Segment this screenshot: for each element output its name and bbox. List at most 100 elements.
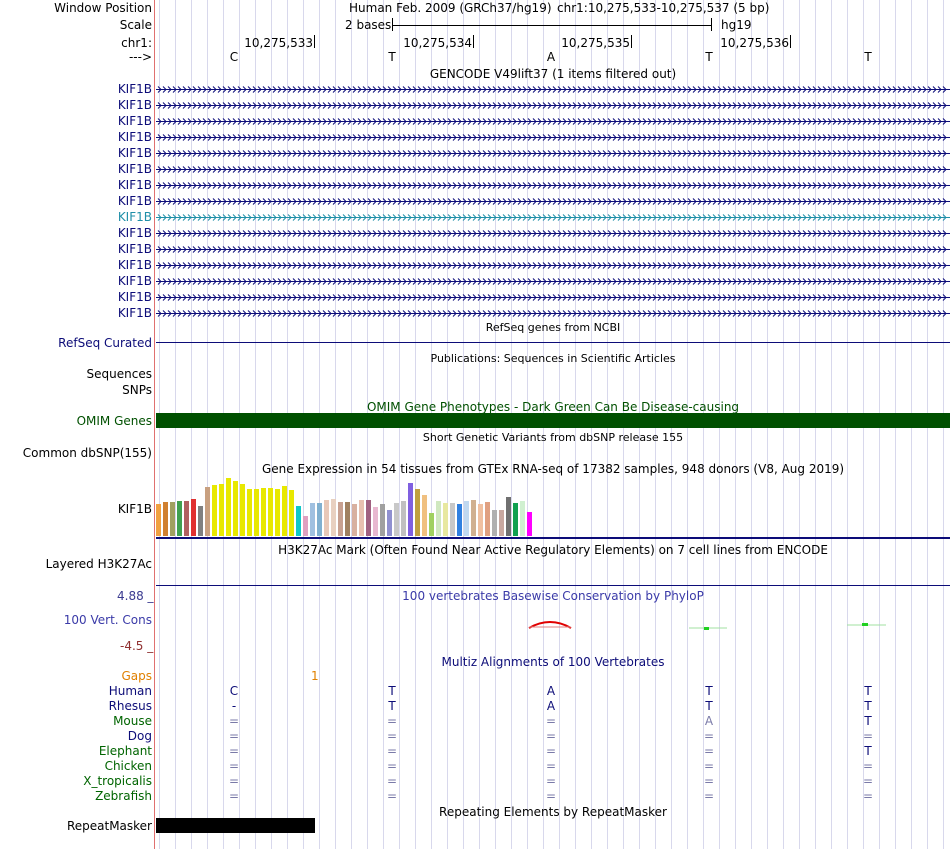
gtex-tissue-bar <box>303 516 308 536</box>
scale-db-label: hg19 <box>721 18 752 32</box>
refseq-track-title[interactable]: RefSeq genes from NCBI <box>485 321 621 334</box>
gencode-transcript-intron[interactable] <box>156 84 950 94</box>
gtex-tissue-bar <box>450 503 455 536</box>
gencode-transcript-label[interactable]: KIF1B <box>117 130 152 144</box>
gencode-transcript-label[interactable]: KIF1B <box>117 258 152 272</box>
gencode-transcript-label[interactable]: KIF1B <box>117 114 152 128</box>
multiz-species-label[interactable]: Dog <box>127 729 152 743</box>
multiz-species-label[interactable]: Elephant <box>98 744 152 758</box>
gencode-transcript-label[interactable]: KIF1B <box>117 274 152 288</box>
h3k27ac-track-title[interactable]: H3K27Ac Mark (Often Found Near Active Re… <box>278 543 828 557</box>
publications-sequences-label[interactable]: Sequences <box>86 367 152 381</box>
scale-bar-right-tick <box>711 18 712 31</box>
omim-feature-bar[interactable] <box>156 413 950 428</box>
gtex-tissue-bar <box>219 484 224 536</box>
gencode-transcript-label[interactable]: KIF1B <box>117 162 152 176</box>
gencode-transcript-label[interactable]: KIF1B <box>117 242 152 256</box>
repeatmasker-feature[interactable] <box>156 818 315 833</box>
gtex-tissue-bar <box>240 484 245 536</box>
multiz-base: = <box>386 774 398 788</box>
repeatmasker-track-label[interactable]: RepeatMasker <box>66 819 152 833</box>
multiz-base: = <box>228 759 240 773</box>
gtex-tissue-bar <box>373 507 378 536</box>
gencode-transcript-label[interactable]: KIF1B <box>117 146 152 160</box>
gencode-transcript-label[interactable]: KIF1B <box>117 290 152 304</box>
gencode-transcript-intron[interactable] <box>156 260 950 270</box>
gtex-tissue-bar <box>170 502 175 536</box>
multiz-species-label[interactable]: Chicken <box>104 759 152 773</box>
gtex-tissue-bar <box>422 495 427 536</box>
gencode-transcript-label[interactable]: KIF1B <box>117 98 152 112</box>
multiz-base: = <box>386 789 398 803</box>
gencode-transcript-label[interactable]: KIF1B <box>117 226 152 240</box>
gtex-tissue-bar <box>268 488 273 536</box>
gencode-transcript-intron[interactable] <box>156 212 950 222</box>
multiz-species-label[interactable]: Human <box>108 684 152 698</box>
gencode-transcript-intron[interactable] <box>156 228 950 238</box>
omim-track-title[interactable]: OMIM Gene Phenotypes - Dark Green Can Be… <box>366 400 740 414</box>
dbsnp-track-label[interactable]: Common dbSNP(155) <box>22 446 152 460</box>
gencode-transcript-label[interactable]: KIF1B <box>117 82 152 96</box>
coord-label: 10,275,534 <box>403 36 472 50</box>
gencode-transcript-intron[interactable] <box>156 116 950 126</box>
multiz-base: = <box>703 774 715 788</box>
scale-label: Scale <box>119 18 152 32</box>
gtex-tissue-bar <box>296 506 301 536</box>
publications-track-title[interactable]: Publications: Sequences in Scientific Ar… <box>430 352 676 365</box>
gtex-tissue-bar <box>352 504 357 536</box>
multiz-base: = <box>862 789 874 803</box>
ref-base: T <box>388 50 396 64</box>
gencode-transcript-label[interactable]: KIF1B <box>117 194 152 208</box>
omim-track-label[interactable]: OMIM Genes <box>76 414 152 428</box>
multiz-species-label[interactable]: Zebrafish <box>95 789 152 803</box>
ref-base: T <box>705 50 713 64</box>
multiz-track-title[interactable]: Multiz Alignments of 100 Vertebrates <box>441 655 665 669</box>
dbsnp-track-title[interactable]: Short Genetic Variants from dbSNP releas… <box>422 431 684 444</box>
gtex-tissue-bar <box>205 487 210 536</box>
gencode-transcript-label[interactable]: KIF1B <box>117 210 152 224</box>
gencode-track-title[interactable]: GENCODE V49lift37 (1 items filtered out) <box>429 67 677 81</box>
multiz-base: = <box>228 744 240 758</box>
multiz-base: = <box>386 744 398 758</box>
gencode-transcript-intron[interactable] <box>156 148 950 158</box>
gtex-tissue-bar <box>464 501 469 536</box>
gencode-transcript-intron[interactable] <box>156 276 950 286</box>
gencode-transcript-intron[interactable] <box>156 100 950 110</box>
phylop-track-label[interactable]: 100 Vert. Cons <box>63 613 152 627</box>
gencode-transcript-intron[interactable] <box>156 196 950 206</box>
multiz-species-label[interactable]: Rhesus <box>108 699 152 713</box>
multiz-base: T <box>388 684 396 698</box>
gencode-transcript-label[interactable]: KIF1B <box>117 306 152 320</box>
gencode-transcript-label[interactable]: KIF1B <box>117 178 152 192</box>
gtex-tissue-bar <box>443 503 448 536</box>
refseq-gene-line[interactable] <box>156 342 950 343</box>
gencode-transcript-intron[interactable] <box>156 292 950 302</box>
h3k27ac-track-label[interactable]: Layered H3K27Ac <box>45 557 152 571</box>
multiz-base: A <box>546 699 556 713</box>
multiz-species-label[interactable]: X_tropicalis <box>83 774 152 788</box>
window-position-text[interactable]: chr1:10,275,533-10,275,537 (5 bp) <box>557 1 770 15</box>
gencode-transcript-intron[interactable] <box>156 164 950 174</box>
multiz-base: T <box>864 744 872 758</box>
gencode-transcript-intron[interactable] <box>156 308 950 318</box>
publications-snps-label[interactable]: SNPs <box>122 383 152 397</box>
gtex-tissue-bar <box>338 502 343 536</box>
repeatmasker-track-title[interactable]: Repeating Elements by RepeatMasker <box>439 805 667 819</box>
gtex-track-label[interactable]: KIF1B <box>117 502 152 516</box>
gtex-tissue-bar <box>408 483 413 536</box>
multiz-base: = <box>545 789 557 803</box>
multiz-base: = <box>862 759 874 773</box>
gtex-track-title[interactable]: Gene Expression in 54 tissues from GTEx … <box>261 462 845 476</box>
multiz-base: T <box>388 699 396 713</box>
gencode-transcript-intron[interactable] <box>156 180 950 190</box>
refseq-track-label[interactable]: RefSeq Curated <box>58 336 152 350</box>
multiz-base: = <box>228 714 240 728</box>
gencode-transcript-intron[interactable] <box>156 244 950 254</box>
multiz-base: = <box>862 774 874 788</box>
gencode-transcript-intron[interactable] <box>156 132 950 142</box>
scale-bar-left-tick <box>392 18 393 31</box>
phylop-track-title[interactable]: 100 vertebrates Basewise Conservation by… <box>402 589 704 603</box>
multiz-species-label[interactable]: Mouse <box>113 714 152 728</box>
gtex-tissue-bar <box>198 506 203 536</box>
h3k27ac-baseline <box>156 585 950 586</box>
